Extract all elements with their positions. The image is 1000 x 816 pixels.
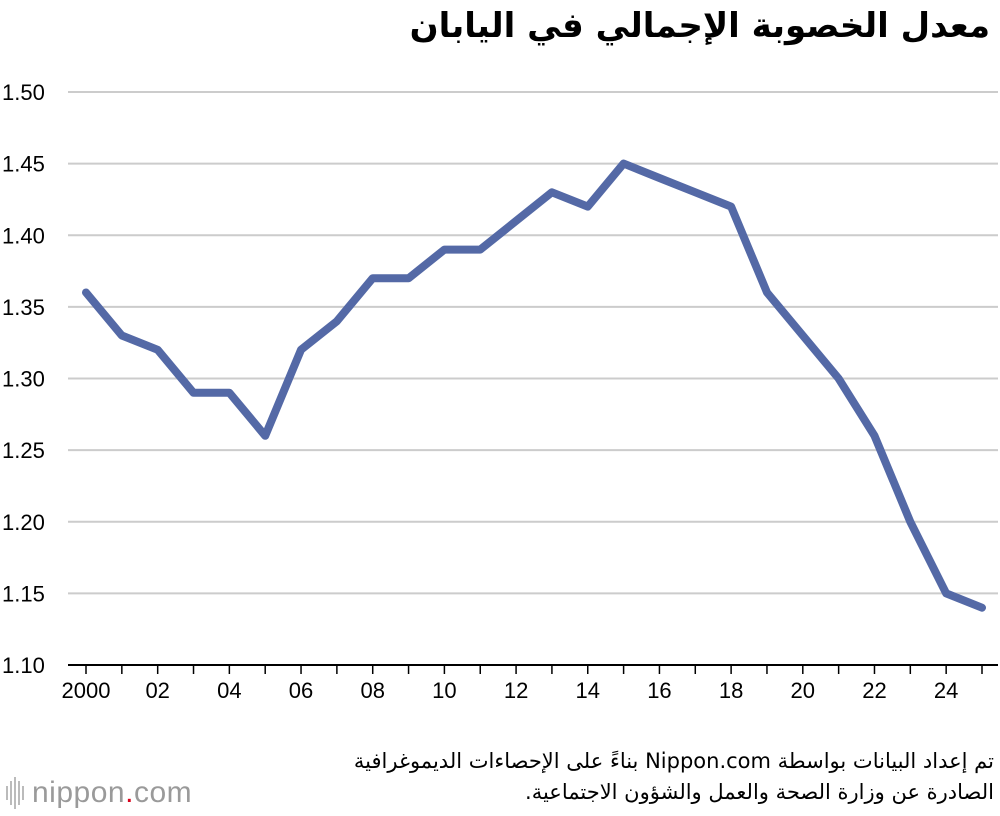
logo-wordmark: nippon.com [32,776,193,809]
y-tick-label: 1.10 [2,653,45,678]
grid-lines [68,91,998,595]
series-line [82,159,986,612]
x-tick-label: 24 [934,678,958,703]
chart-title: معدل الخصوبة الإجمالي في اليابان [409,6,990,46]
x-tick-label: 2000 [62,678,111,703]
source-note: تم إعداد البيانات بواسطة Nippon.com بناء… [234,746,994,808]
x-tick-label: 22 [862,678,886,703]
y-tick-label: 1.20 [2,510,45,535]
x-axis [68,664,998,674]
x-tick-label: 02 [145,678,169,703]
x-tick-label: 12 [504,678,528,703]
x-tick-label: 16 [647,678,671,703]
y-tick-label: 1.40 [2,223,45,248]
source-line-1: تم إعداد البيانات بواسطة Nippon.com بناء… [353,749,994,773]
y-tick-label: 1.30 [2,367,45,392]
y-tick-label: 1.25 [2,438,45,463]
source-line-2: الصادرة عن وزارة الصحة والعمل والشؤون ال… [525,780,994,804]
x-tick-label: 14 [576,678,600,703]
logo-dot: . [125,776,134,809]
x-tick-label: 04 [217,678,241,703]
nippon-logo-bars-icon [6,777,24,809]
y-axis-ticks: 1.10 1.15 1.20 1.25 1.30 1.35 1.40 1.45 1.50 [2,80,45,678]
x-tick-label: 08 [360,678,384,703]
y-tick-label: 1.50 [2,80,45,105]
x-tick-label: 20 [791,678,815,703]
x-tick-label: 10 [432,678,456,703]
y-tick-label: 1.45 [2,152,45,177]
data-points [85,163,983,608]
y-tick-label: 1.15 [2,581,45,606]
nippon-logo: nippon.com [6,773,192,813]
y-tick-label: 1.35 [2,295,45,320]
x-tick-label: 06 [289,678,313,703]
x-axis-ticks: 2000 02 04 06 08 10 12 14 16 18 20 22 24 [62,678,959,703]
x-tick-label: 18 [719,678,743,703]
